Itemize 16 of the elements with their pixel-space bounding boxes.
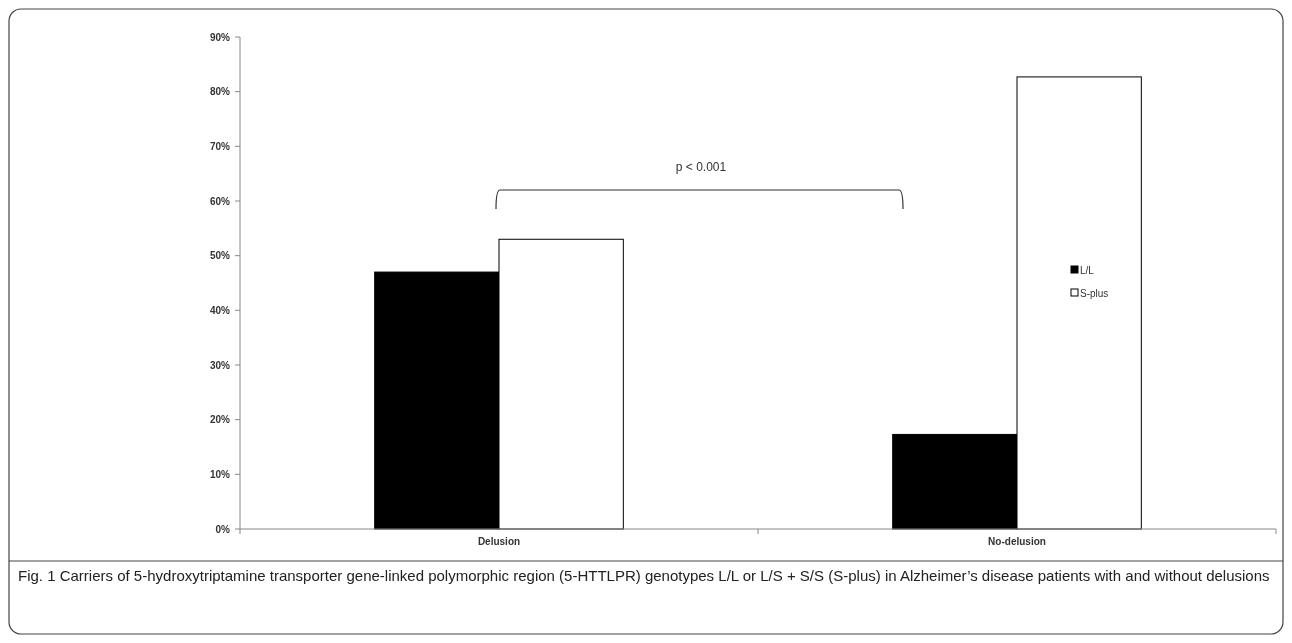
y-tick-label: 60% [209,195,231,207]
y-tick-label: 50% [209,250,231,262]
y-tick-label: 70% [209,140,231,152]
y-tick-label: 20% [209,414,231,426]
y-tick-label: 10% [209,468,231,480]
x-tick-label: Delusion [477,536,521,547]
x-tick-label: No-delusion [988,536,1046,547]
legend-label: L/L [1080,264,1095,276]
y-tick-label: 40% [209,304,231,316]
y-tick-label: 0% [215,523,231,535]
y-tick-label: 30% [209,359,231,371]
annotation: p < 0.001 [675,160,727,174]
y-tick-label: 80% [209,86,231,98]
y-tick-label: 90% [209,31,231,43]
caption: Fig. 1 Carriers of 5-hydroxytriptamine transporter gene-linked polymorphic region (5-HTTLPR) genotypes L/L or L/S + S/S (S-plus) in Alzheimer’s disease patients with and without delusions [18,566,1271,586]
legend-label: S-plus [1080,287,1109,299]
